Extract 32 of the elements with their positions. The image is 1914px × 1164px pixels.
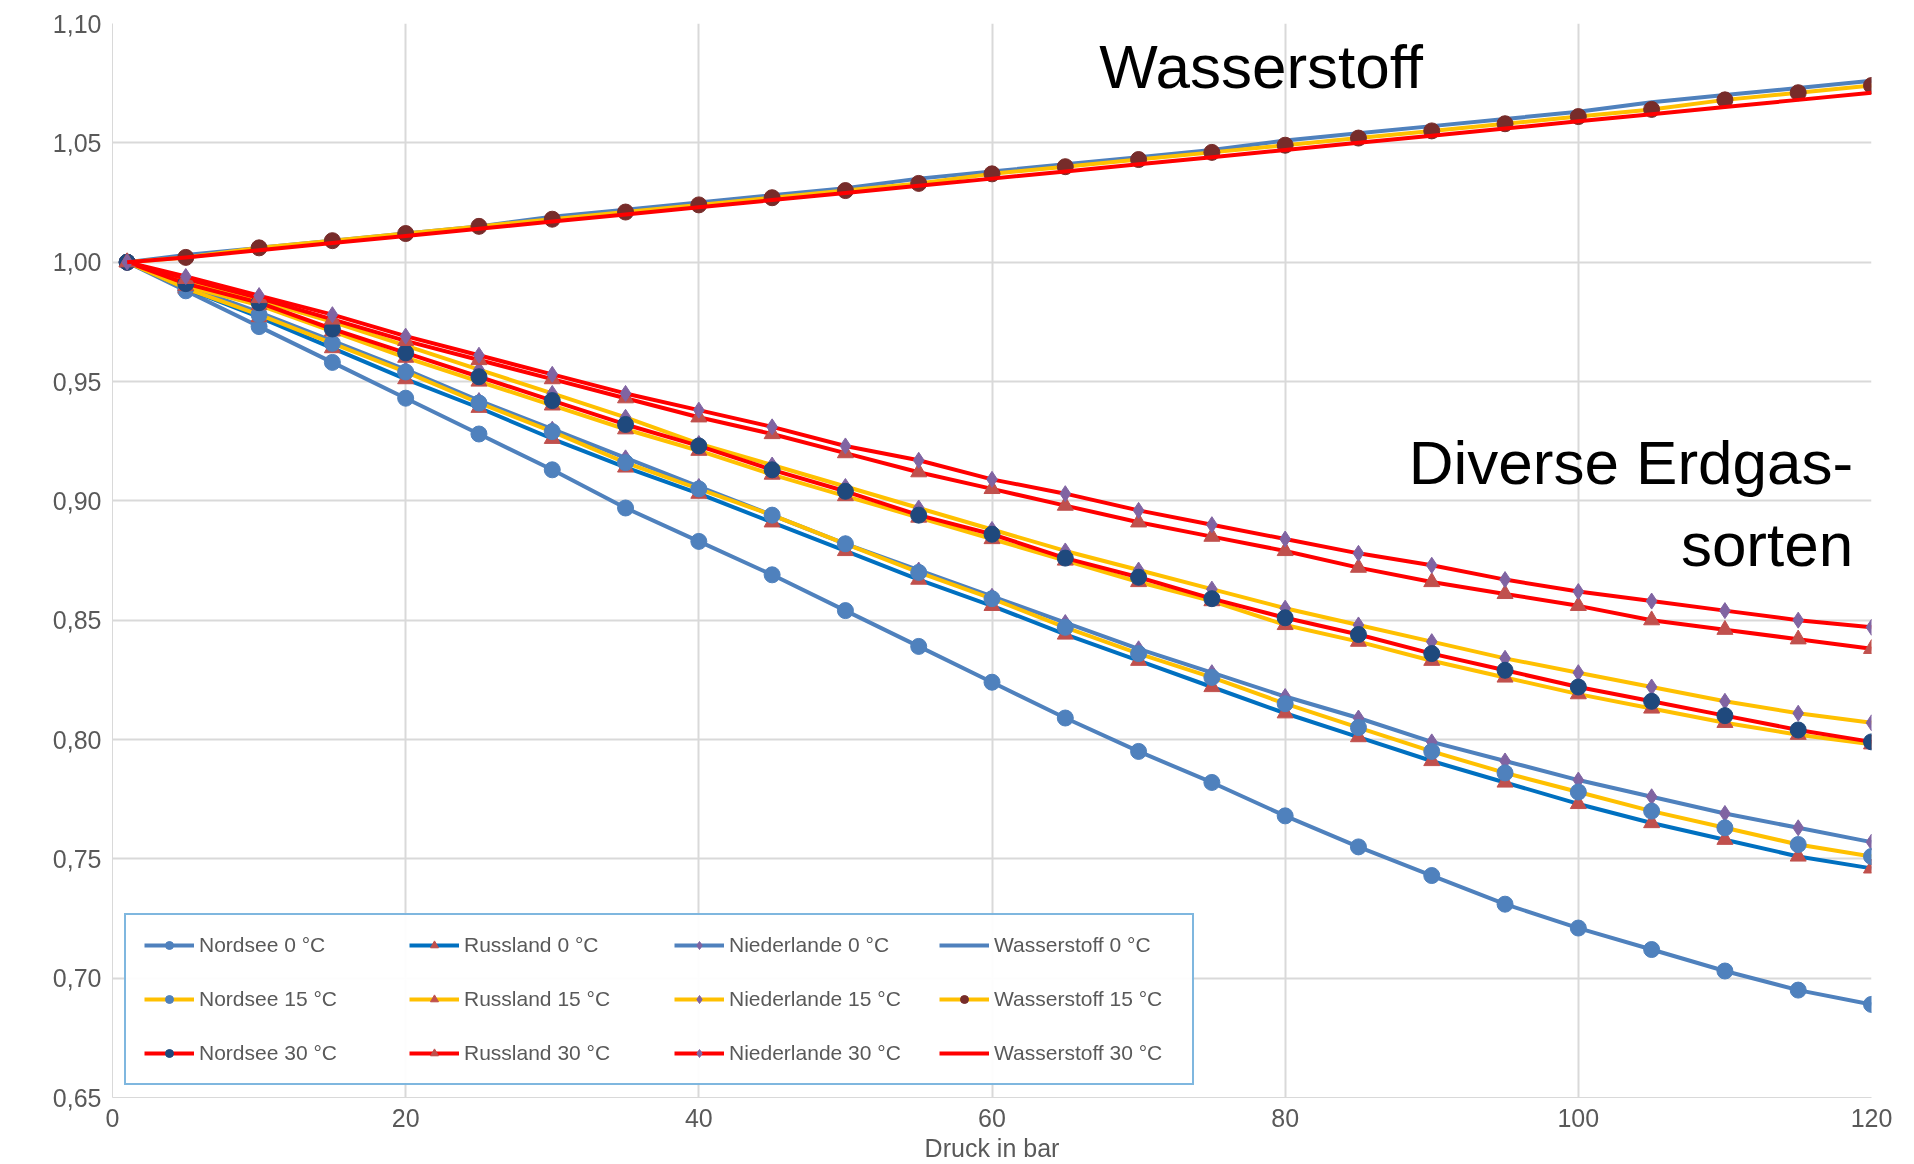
legend-label: Wasserstoff 30 °C	[994, 1041, 1164, 1065]
legend-label: Russland 15 °C	[464, 987, 612, 1011]
y-tick-label: 0,70	[52, 964, 102, 993]
y-tick-label: 0,75	[52, 844, 102, 873]
x-tick-label: 80	[1271, 1103, 1300, 1132]
y-tick-label: 0,65	[52, 1083, 102, 1112]
x-tick-label: 120	[1850, 1103, 1893, 1132]
x-tick-label: 0	[105, 1103, 120, 1132]
legend-label: Wasserstoff 15 °C	[994, 987, 1164, 1011]
legend-label: Nordsee 0 °C	[199, 933, 327, 957]
x-tick-label: 20	[391, 1103, 420, 1132]
x-tick-label: 40	[684, 1103, 713, 1132]
annotation: Diverse Erdgas- sorten	[1408, 427, 1854, 580]
legend-label: Russland 30 °C	[464, 1041, 612, 1065]
y-tick-label: 0,85	[52, 606, 102, 635]
legend-label: Wasserstoff 0 °C	[994, 933, 1152, 957]
legend-label: Russland 0 °C	[464, 933, 600, 957]
legend-label: Niederlande 15 °C	[729, 987, 902, 1011]
x-tick-label: 100	[1557, 1103, 1600, 1132]
y-tick-label: 1,10	[52, 9, 102, 38]
legend-label: Niederlande 0 °C	[729, 933, 891, 957]
y-tick-label: 0,90	[52, 486, 102, 515]
y-tick-label: 0,95	[52, 367, 102, 396]
legend-label: Nordsee 15 °C	[199, 987, 338, 1011]
annotation: Wasserstoff	[1099, 31, 1424, 101]
legend-label: Nordsee 30 °C	[199, 1041, 338, 1065]
legend-label: Niederlande 30 °C	[729, 1041, 902, 1065]
y-tick-label: 1,00	[52, 248, 102, 277]
y-tick-label: 0,80	[52, 725, 102, 754]
y-tick-label: 1,05	[52, 128, 102, 157]
x-tick-label: 60	[978, 1103, 1006, 1132]
x-axis-title: Druck in bar	[924, 1133, 1060, 1162]
